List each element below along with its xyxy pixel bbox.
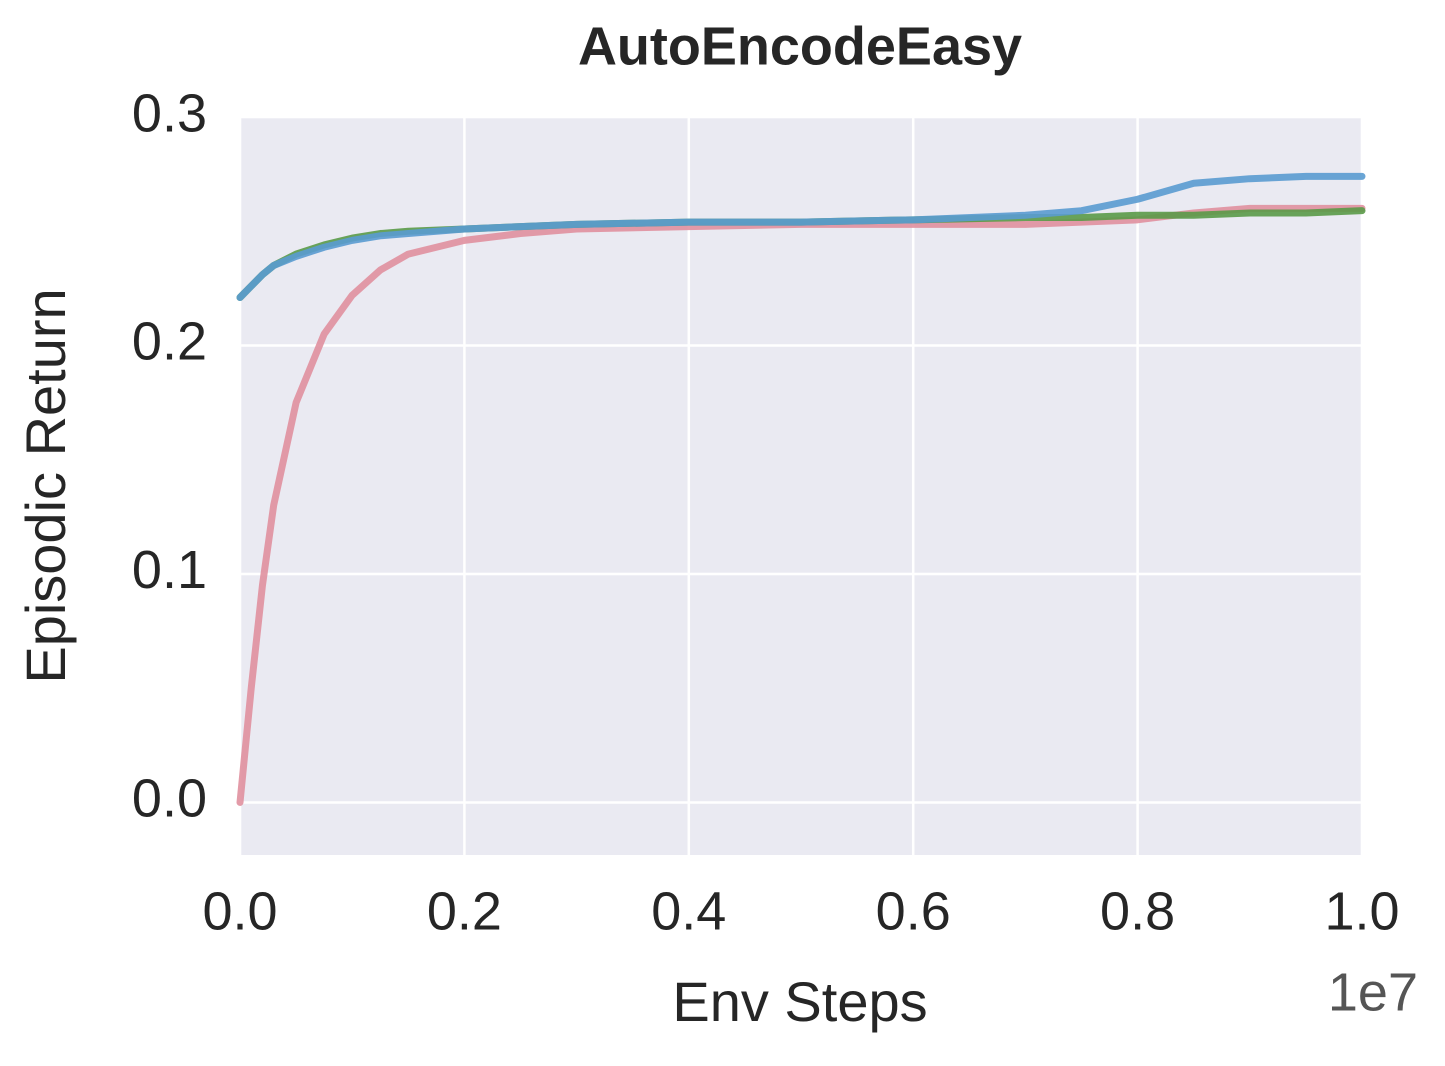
y-tick-label: 0.3	[132, 83, 207, 143]
plot-area	[240, 117, 1362, 855]
y-tick-label: 0.0	[132, 769, 207, 829]
x-tick-label: 0.2	[427, 881, 502, 941]
grid	[238, 115, 1364, 855]
x-offset-label: 1e7	[1328, 962, 1418, 1022]
x-tick-label: 0.0	[202, 881, 277, 941]
x-tick-label: 0.6	[876, 881, 951, 941]
lines	[236, 172, 1366, 806]
y-tick-label: 0.1	[132, 540, 207, 600]
series-line	[236, 172, 1366, 302]
x-tick-label: 0.4	[651, 881, 726, 941]
y-axis-label: Episodic Return	[14, 288, 77, 683]
x-axis-label: Env Steps	[672, 970, 927, 1033]
chart-title: AutoEncodeEasy	[578, 16, 1022, 76]
y-tick-label: 0.2	[132, 312, 207, 372]
x-tick-label: 1.0	[1324, 881, 1399, 941]
x-tick-label: 0.8	[1100, 881, 1175, 941]
